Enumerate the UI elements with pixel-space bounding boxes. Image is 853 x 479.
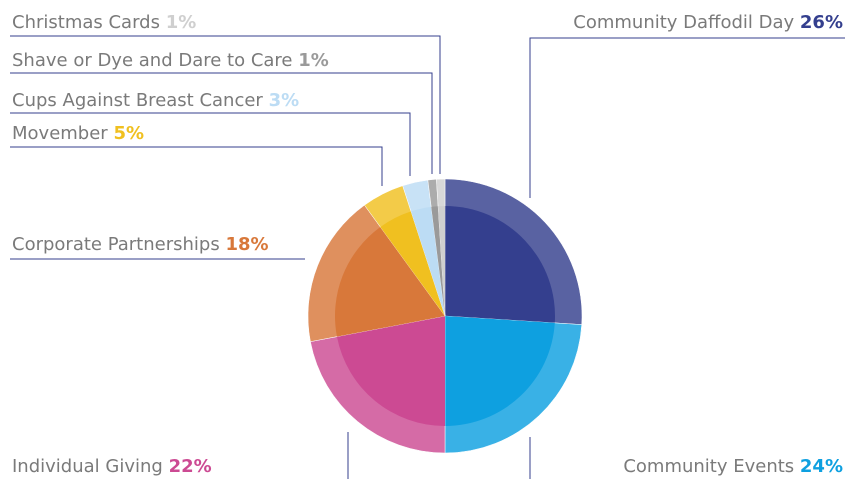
value-label: 24% xyxy=(800,456,843,477)
slice xyxy=(380,211,445,316)
category-name: Community Events xyxy=(623,456,794,477)
category-name: Christmas Cards xyxy=(12,12,160,33)
slice xyxy=(438,206,445,316)
value-label: 3% xyxy=(269,90,300,111)
category-name: Corporate Partnerships xyxy=(12,234,220,255)
slice xyxy=(431,206,445,316)
slice-label: Corporate Partnerships 18% xyxy=(12,234,269,255)
pie xyxy=(307,178,583,454)
value-label: 26% xyxy=(800,12,843,33)
slice-label: Community Daffodil Day 26% xyxy=(573,12,843,33)
leader-line xyxy=(10,112,411,176)
slice-label: Community Events 24% xyxy=(623,456,843,477)
slice xyxy=(445,316,555,426)
slice-label: Individual Giving 22% xyxy=(12,456,212,477)
value-label: 1% xyxy=(166,12,197,33)
value-label: 18% xyxy=(225,234,268,255)
leader-line xyxy=(10,146,383,186)
category-name: Individual Giving xyxy=(12,456,163,477)
slice xyxy=(411,206,445,316)
slice-label: Christmas Cards 1% xyxy=(12,12,196,33)
slice xyxy=(335,227,445,337)
leader-line xyxy=(10,35,441,174)
slice-label: Movember 5% xyxy=(12,123,144,144)
slice xyxy=(445,206,556,323)
category-name: Community Daffodil Day xyxy=(573,12,794,33)
leader-line xyxy=(10,72,433,174)
value-label: 5% xyxy=(113,123,144,144)
value-label: 1% xyxy=(298,50,329,71)
slice-label: Shave or Dye and Dare to Care 1% xyxy=(12,50,329,71)
category-name: Movember xyxy=(12,123,108,144)
leader-lines xyxy=(10,35,845,479)
value-label: 22% xyxy=(169,456,212,477)
leader-line xyxy=(529,37,845,198)
slice-label: Cups Against Breast Cancer 3% xyxy=(12,90,299,111)
category-name: Cups Against Breast Cancer xyxy=(12,90,263,111)
slice xyxy=(336,316,445,426)
category-name: Shave or Dye and Dare to Care xyxy=(12,50,293,71)
